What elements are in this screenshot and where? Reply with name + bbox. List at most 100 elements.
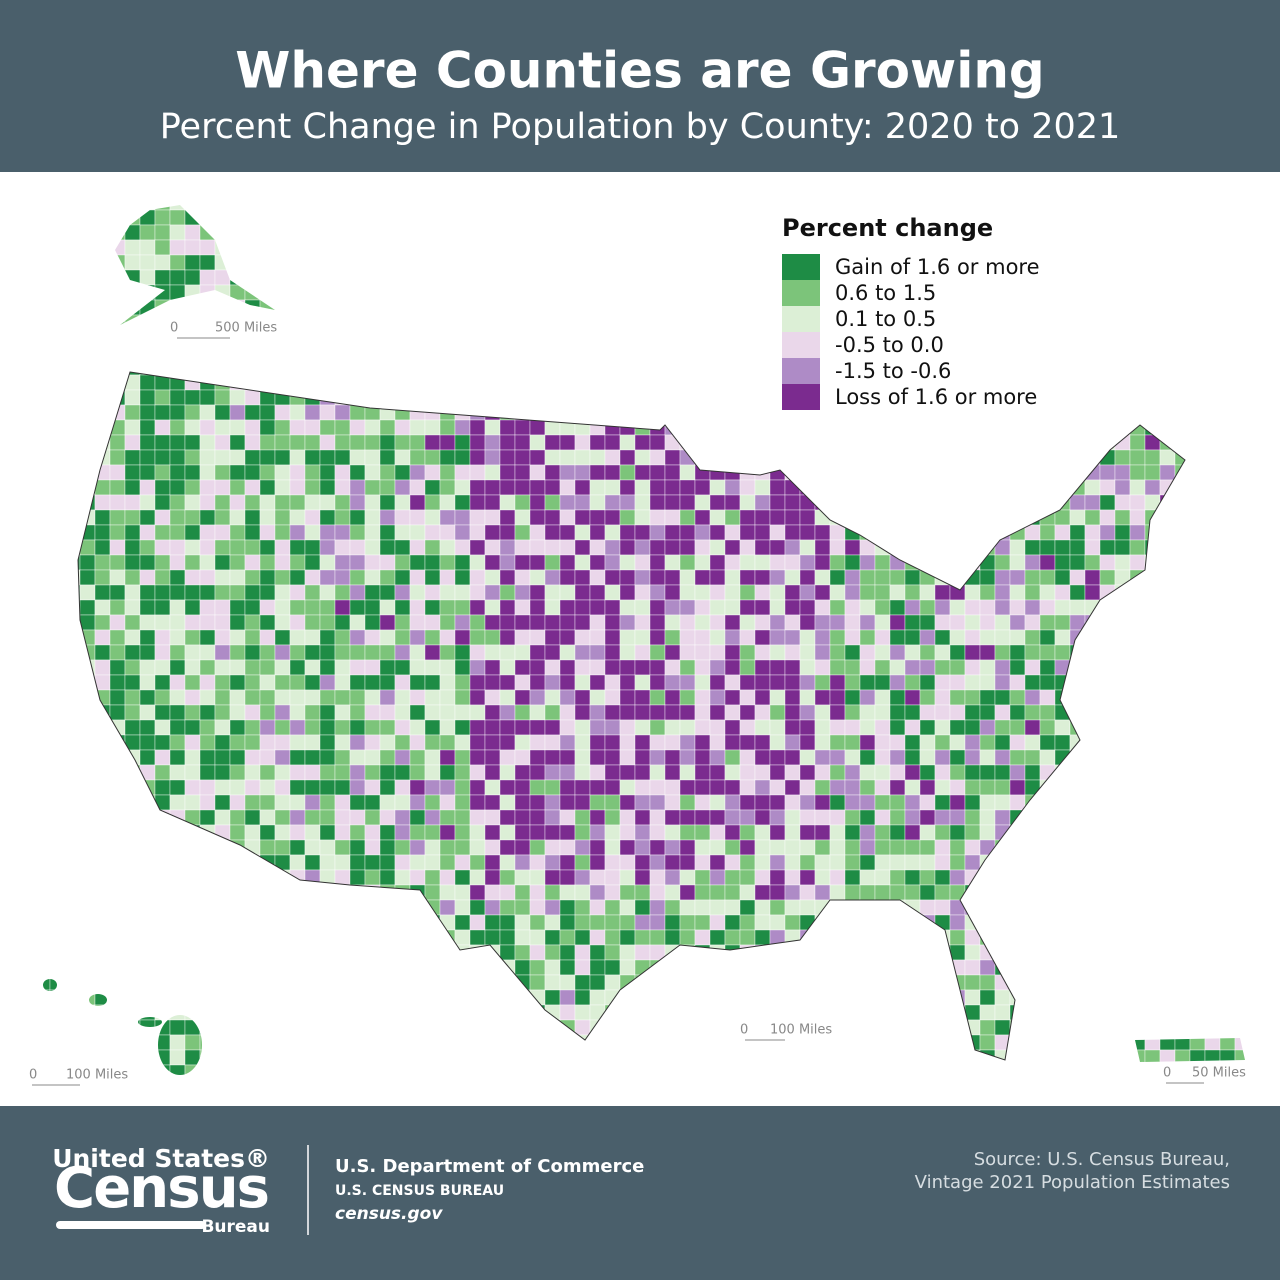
county-cell: [544, 599, 561, 616]
county-cell: [724, 824, 741, 841]
county-cell: [379, 569, 396, 586]
county-cell: [949, 644, 966, 661]
county-cell: [829, 539, 846, 556]
county-cell: [394, 479, 411, 496]
county-cell: [1039, 644, 1056, 661]
county-cell: [514, 929, 531, 946]
county-cell: [1084, 479, 1101, 496]
county-cell: [124, 629, 141, 646]
county-cell: [514, 419, 531, 436]
county-cell: [349, 554, 366, 571]
county-cell: [469, 509, 486, 526]
county-cell: [364, 449, 381, 466]
county-cell: [364, 764, 381, 781]
county-cell: [1009, 554, 1026, 571]
county-cell: [259, 404, 276, 421]
county-cell: [739, 914, 756, 931]
county-cell: [559, 614, 576, 631]
county-cell: [484, 809, 501, 826]
county-cell: [139, 449, 156, 466]
county-cell: [664, 854, 681, 871]
county-cell: [859, 554, 876, 571]
county-cell: [904, 599, 921, 616]
county-cell: [874, 824, 891, 841]
county-cell: [334, 659, 351, 676]
county-cell: [124, 254, 141, 271]
county-cell: [349, 524, 366, 541]
county-cell: [979, 779, 996, 796]
county-cell: [109, 539, 126, 556]
county-cell: [229, 404, 246, 421]
county-cell: [754, 569, 771, 586]
county-cell: [499, 809, 516, 826]
county-cell: [469, 884, 486, 901]
county-cell: [514, 644, 531, 661]
county-cell: [634, 914, 651, 931]
county-cell: [304, 659, 321, 676]
county-cell: [1024, 689, 1041, 706]
county-cell: [364, 659, 381, 676]
county-cell: [349, 854, 366, 871]
county-cell: [874, 749, 891, 766]
county-cell: [349, 629, 366, 646]
county-cell: [424, 584, 441, 601]
county-cell: [619, 749, 636, 766]
county-cell: [859, 569, 876, 586]
county-cell: [274, 704, 291, 721]
county-cell: [754, 674, 771, 691]
county-cell: [514, 539, 531, 556]
county-cell: [589, 674, 606, 691]
county-cell: [619, 554, 636, 571]
county-cell: [1129, 449, 1146, 466]
county-cell: [769, 809, 786, 826]
county-cell: [184, 1034, 201, 1051]
county-cell: [964, 989, 981, 1006]
county-cell: [154, 569, 171, 586]
county-cell: [544, 914, 561, 931]
county-cell: [859, 689, 876, 706]
county-cell: [754, 644, 771, 661]
county-cell: [634, 644, 651, 661]
county-cell: [769, 659, 786, 676]
county-cell: [274, 839, 291, 856]
county-cell: [544, 944, 561, 961]
county-cell: [784, 809, 801, 826]
county-cell: [559, 734, 576, 751]
county-cell: [274, 674, 291, 691]
county-cell: [514, 464, 531, 481]
county-cell: [619, 884, 636, 901]
county-cell: [619, 674, 636, 691]
county-cell: [664, 734, 681, 751]
county-cell: [784, 749, 801, 766]
county-cell: [979, 989, 996, 1006]
county-cell: [364, 734, 381, 751]
county-cell: [379, 599, 396, 616]
county-cell: [574, 434, 591, 451]
county-cell: [499, 869, 516, 886]
county-cell: [289, 749, 306, 766]
county-cell: [769, 794, 786, 811]
county-cell: [754, 734, 771, 751]
county-cell: [934, 899, 951, 916]
county-cell: [934, 599, 951, 616]
county-cell: [1039, 629, 1056, 646]
county-cell: [604, 629, 621, 646]
county-cell: [109, 704, 126, 721]
county-cell: [199, 614, 216, 631]
county-cell: [934, 704, 951, 721]
county-cell: [634, 929, 651, 946]
county-cell: [769, 644, 786, 661]
county-cell: [469, 734, 486, 751]
county-cell: [799, 824, 816, 841]
county-cell: [964, 959, 981, 976]
county-cell: [184, 509, 201, 526]
county-cell: [169, 659, 186, 676]
county-cell: [214, 764, 231, 781]
county-cell: [1069, 584, 1086, 601]
county-cell: [679, 509, 696, 526]
county-cell: [304, 809, 321, 826]
county-cell: [649, 479, 666, 496]
county-cell: [664, 659, 681, 676]
county-cell: [169, 719, 186, 736]
county-cell: [1009, 734, 1026, 751]
